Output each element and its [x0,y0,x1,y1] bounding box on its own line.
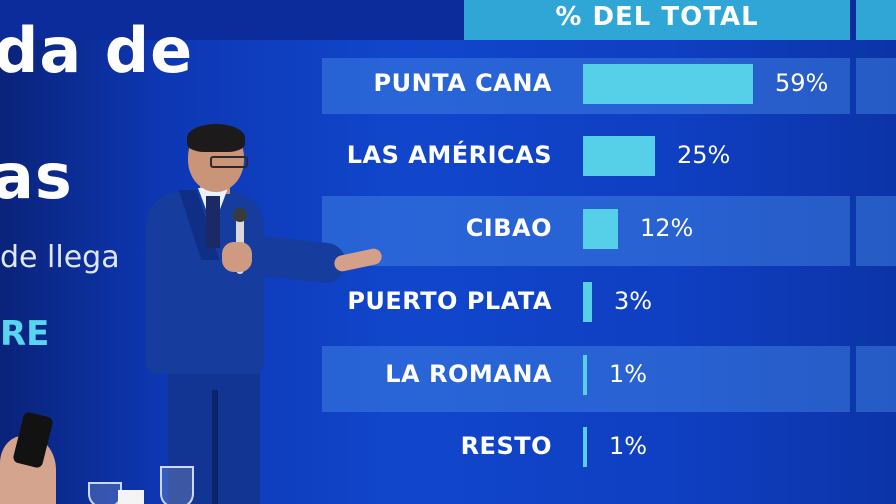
row-label: CIBAO [465,214,552,242]
row-percent: 12% [640,214,694,242]
row-label: PUERTO PLATA [347,287,552,315]
row-bar [583,427,587,467]
row-bar [583,64,753,104]
row-percent: 1% [609,432,648,460]
table-header-edge [856,0,896,40]
row-percent: 3% [614,287,653,315]
row-band-edge [856,58,896,114]
row-label: LA ROMANA [385,360,552,388]
table-header-box [464,0,850,40]
table-header-label: % DEL TOTAL [555,2,759,32]
row-label: RESTO [460,432,552,460]
row-label: PUNTA CANA [373,69,552,97]
presenter-hand [222,242,252,272]
presenter-glasses-icon [210,156,248,168]
row-band-edge [856,196,896,266]
slide-subtitle-fragment: de llega [0,240,120,275]
row-bar [583,355,587,395]
row-label: LAS AMÉRICAS [346,141,552,169]
wine-glass-icon [160,466,194,504]
row-bar [583,282,592,322]
slide-cutoff-text: RE [0,314,50,354]
presenter-tie [206,196,220,248]
row-band-edge [856,346,896,412]
slide-title-fragment-2: as [0,140,73,213]
cup-icon [118,490,144,504]
row-percent: 1% [609,360,648,388]
presenter-hair [187,124,245,152]
wine-glass-icon [88,482,122,504]
row-bar [583,209,618,249]
microphone-head [233,208,247,222]
presenter-pants-gap [212,390,218,504]
slide-title-fragment-1: da de [0,14,194,87]
row-percent: 59% [775,69,829,97]
row-percent: 25% [677,141,731,169]
row-bar [583,136,655,176]
